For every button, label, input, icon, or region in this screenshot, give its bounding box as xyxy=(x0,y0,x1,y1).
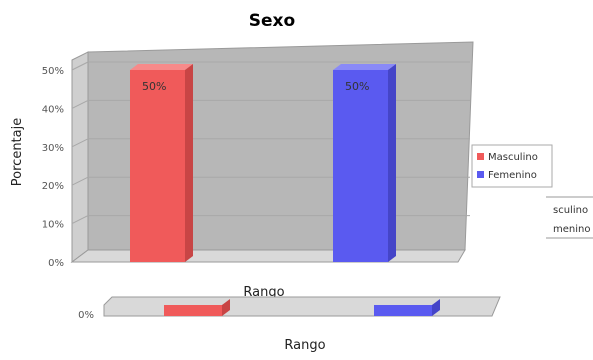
y-tick-label: 50% xyxy=(42,66,64,77)
legend-swatch-masculino xyxy=(477,153,484,160)
bar-top-femenino xyxy=(333,64,396,70)
x-axis-label: Rango xyxy=(243,285,284,300)
data-label-femenino: 50% xyxy=(345,80,369,93)
bar-side-femenino xyxy=(388,64,396,262)
ghost-bar-femenino xyxy=(374,305,432,316)
chart-title: Sexo xyxy=(249,11,295,31)
ghost-bar-masculino-side xyxy=(222,299,230,316)
bars: 50% 50% xyxy=(130,64,396,262)
ghost-legend-fragment: sculino menino xyxy=(546,196,593,239)
legend-label-masculino: Masculino xyxy=(488,152,538,163)
ghost-bar-femenino-side xyxy=(432,299,440,316)
y-tick-label: 10% xyxy=(42,220,64,231)
legend-label-femenino: Femenino xyxy=(488,170,537,181)
y-axis-label: Porcentaje xyxy=(10,118,25,186)
legend: Masculino Femenino xyxy=(471,144,553,188)
plot-left-wall xyxy=(71,51,89,263)
y-tick-label: 30% xyxy=(42,143,64,154)
bar-top-masculino xyxy=(130,64,193,70)
ghost-x-axis-label: Rango xyxy=(284,338,325,353)
ghost-chart-fragment: 0% Rango xyxy=(78,296,501,353)
data-label-masculino: 50% xyxy=(142,80,166,93)
grid-line xyxy=(71,99,89,109)
bar-side-masculino xyxy=(185,64,193,262)
ghost-legend-text-1: sculino xyxy=(553,205,588,216)
ghost-legend-text-2: menino xyxy=(553,224,590,235)
ghost-tick-label: 0% xyxy=(78,310,94,321)
y-tick-label: 40% xyxy=(42,104,64,115)
y-tick-label: 0% xyxy=(48,258,64,269)
legend-box xyxy=(471,144,553,188)
grid-line xyxy=(71,61,89,71)
bar-femenino xyxy=(333,70,388,262)
ghost-floor xyxy=(103,296,501,317)
y-axis-ticks: 0% 10% 20% 30% 40% 50% xyxy=(42,66,64,269)
grid-line xyxy=(71,215,89,225)
y-tick-label: 20% xyxy=(42,181,64,192)
grid-line xyxy=(71,138,89,148)
grid-line xyxy=(71,176,89,186)
legend-swatch-femenino xyxy=(477,171,484,178)
bar-masculino xyxy=(130,70,185,262)
ghost-bar-masculino xyxy=(164,305,222,316)
